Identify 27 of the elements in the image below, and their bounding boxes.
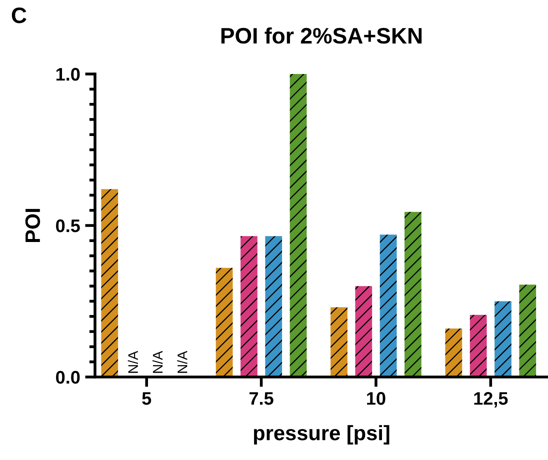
bar xyxy=(216,268,233,377)
bar xyxy=(290,74,307,377)
y-tick-label: 0.0 xyxy=(56,370,80,384)
bar xyxy=(240,236,258,377)
bar xyxy=(330,307,348,377)
text: N/A xyxy=(128,350,138,373)
x-tick-label: 7.5 xyxy=(250,392,274,405)
x-tick-label: 5 xyxy=(142,392,152,405)
y-axis-title: POI xyxy=(25,208,40,242)
y-tick-label: 1.0 xyxy=(56,68,80,81)
bar xyxy=(380,234,397,377)
bar xyxy=(355,286,372,377)
text: N/A xyxy=(152,350,163,373)
bar xyxy=(265,236,282,377)
bar xyxy=(519,284,536,377)
text: C xyxy=(12,7,26,24)
chart-title: POI for 2%SA+SKN xyxy=(221,27,422,44)
bar xyxy=(470,314,487,377)
x-tick-label: 10 xyxy=(367,392,386,405)
x-tick-label: 12,5 xyxy=(474,392,508,408)
text: N/A xyxy=(177,350,188,373)
x-axis-title: pressure [psi] xyxy=(254,425,390,444)
bar xyxy=(101,189,118,377)
y-tick-label: 0.5 xyxy=(56,219,80,232)
bar xyxy=(494,301,512,377)
bar xyxy=(445,328,462,377)
bar xyxy=(404,212,422,377)
